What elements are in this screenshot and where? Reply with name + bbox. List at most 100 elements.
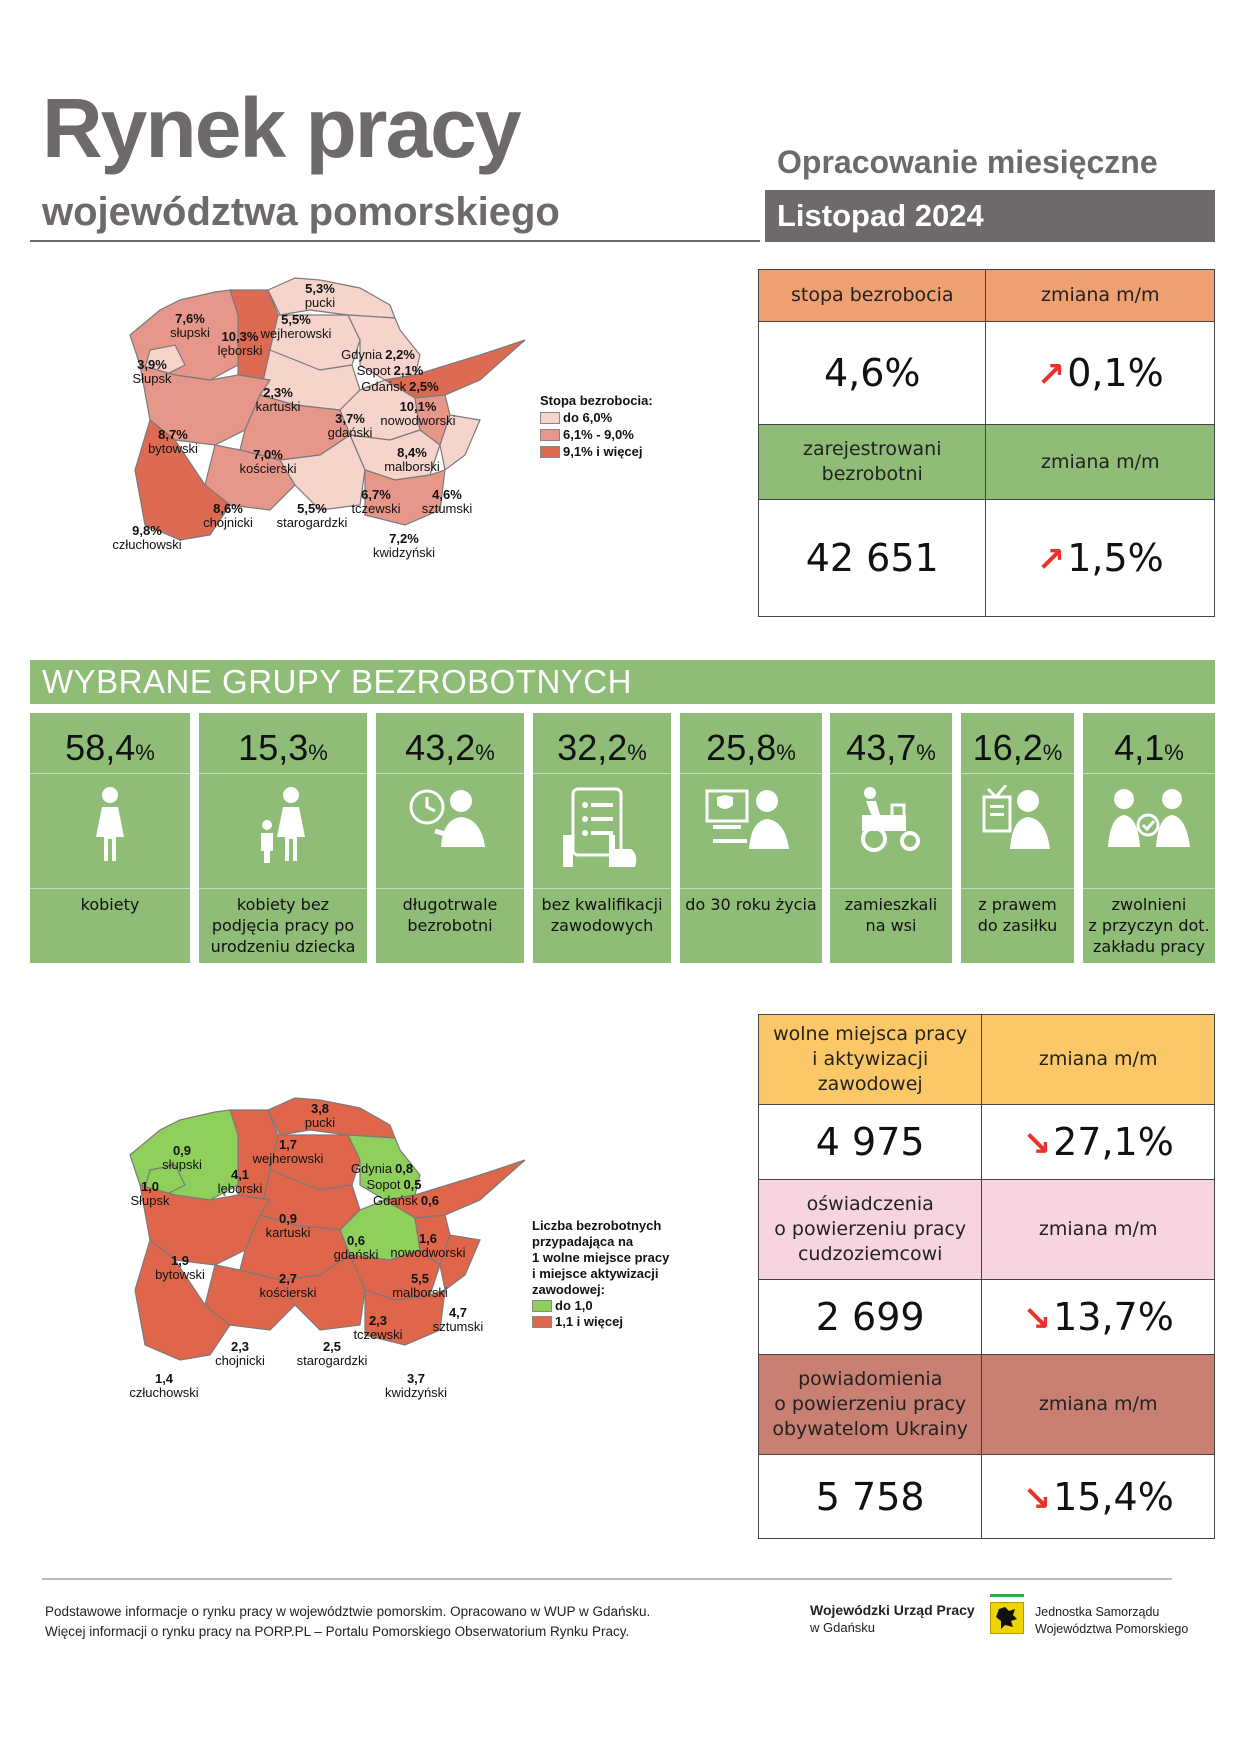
js-logo-name: Jednostka Samorządu Województwa Pomorski…	[1035, 1605, 1189, 1636]
map1-region-label: Sopot 2,1%	[357, 364, 424, 378]
unemployment-table: stopa bezrobocia zmiana m/m 4,6% ↗0,1% z…	[757, 269, 1215, 617]
region-name: Sopot	[366, 1177, 401, 1192]
map2-region-label: Gdynia 0,8	[351, 1162, 413, 1176]
map1-region-label: 5,3% pucki	[305, 282, 335, 310]
vacancies-header: wolne miejsca pracy i aktywizacji zawodo…	[757, 1014, 983, 1105]
region-name: Sopot	[356, 363, 391, 378]
notifications-change-header: zmiana m/m	[981, 1354, 1215, 1455]
group-label: do 30 roku życia	[685, 895, 817, 914]
region-value: 0,6	[346, 1233, 366, 1248]
region-name: chojnicki	[203, 515, 253, 530]
region-value: 3,8	[310, 1101, 330, 1116]
region-value: 5,5%	[281, 312, 311, 327]
map-region-kwidzynski	[364, 469, 446, 526]
region-name: bytowski	[155, 1267, 205, 1282]
region-name: kartuski	[255, 399, 301, 414]
region-name: kwidzyński	[372, 545, 436, 560]
group-card: 58,4% kobiety	[30, 713, 190, 963]
map2-region-label: Sopot 0,5	[366, 1178, 421, 1192]
map2-region-label: 0,6 gdański	[334, 1234, 379, 1262]
card-divider	[199, 888, 367, 889]
vacancies-table: wolne miejsca pracy i aktywizacji zawodo…	[757, 1014, 1215, 1539]
map1-region-label: 2,3% kartuski	[256, 386, 301, 414]
legend-label: 1,1 i więcej	[555, 1314, 623, 1329]
region-value: 8,6%	[213, 501, 243, 516]
region-name: Gdynia	[350, 1161, 393, 1176]
region-value: 2,5	[322, 1339, 342, 1354]
group-percentage: 32,2%	[557, 727, 647, 768]
region-value: 3,9%	[137, 357, 167, 372]
card-divider	[376, 773, 524, 774]
legend-label: do 6,0%	[563, 410, 613, 425]
card-divider	[30, 773, 190, 774]
group-percentage: 43,2%	[405, 727, 495, 768]
footer-divider	[42, 1578, 1172, 1580]
mother-child-icon	[199, 785, 367, 880]
region-name: pucki	[304, 295, 336, 310]
region-value: 1,6	[418, 1231, 438, 1246]
map2-region-pucki	[267, 1097, 396, 1139]
region-name: sztumski	[421, 501, 473, 516]
unemployment-rate-header: stopa bezrobocia	[757, 269, 987, 322]
tractor-icon	[830, 785, 952, 880]
group-percentage: 16,2%	[972, 727, 1063, 768]
clock-person-icon	[376, 785, 524, 880]
region-value: 2,3	[230, 1339, 250, 1354]
map2-region-label: 3,8 pucki	[305, 1102, 335, 1130]
arrow-up-icon: ↗	[1036, 355, 1066, 395]
region-value: 3,7	[406, 1371, 426, 1386]
woman-icon	[30, 785, 190, 880]
region-name: chojnicki	[215, 1353, 265, 1368]
region-value: 1,0	[140, 1179, 160, 1194]
card-divider	[680, 888, 822, 889]
unemployment-rate-change-header: zmiana m/m	[985, 269, 1215, 322]
title-divider	[30, 240, 760, 242]
group-card: 43,2% długotrwale bezrobotni	[376, 713, 524, 963]
group-label: kobiety bez podjęcia pracy po urodzeniu …	[210, 895, 356, 956]
map1-region-label: 4,6% sztumski	[422, 488, 473, 516]
benefit-document-icon	[961, 785, 1074, 880]
region-value: 2,1%	[393, 363, 424, 378]
period-label: Listopad 2024	[765, 190, 1215, 242]
map-region-slupsk	[144, 344, 186, 376]
region-value: 1,7	[278, 1137, 298, 1152]
region-value: 0,9	[278, 1211, 298, 1226]
map1-region-label: 10,1% nowodworski	[380, 400, 455, 428]
group-card: 15,3% kobiety bez podjęcia pracy po urodz…	[199, 713, 367, 963]
emblem-accent	[990, 1594, 1024, 1597]
legend-label: do 1,0	[555, 1298, 593, 1313]
group-label: kobiety	[80, 895, 140, 914]
region-name: człuchowski	[112, 537, 182, 552]
unemployment-rate-value: 4,6%	[757, 321, 987, 425]
card-divider	[376, 888, 524, 889]
wup-logo-sub: w Gdańsku	[810, 1620, 876, 1635]
map1-region-label: 7,0% kościerski	[239, 448, 296, 476]
map2-legend-title: Liczba bezrobotnych przypadająca na 1 wo…	[532, 1218, 670, 1297]
map1-region-label: 8,7% bytowski	[148, 428, 198, 456]
footer-logos: Wojewódzki Urząd Pracy w Gdańsku Jednost…	[780, 1590, 1200, 1650]
region-value: 4,7	[448, 1305, 468, 1320]
region-name: starogardzki	[276, 515, 348, 530]
footer-line-2: Więcej informacji o rynku pracy na PORP.…	[45, 1624, 630, 1639]
map2-region-label: 1,4 człuchowski	[129, 1372, 198, 1400]
declarations-change: ↘13,7%	[981, 1279, 1215, 1355]
map2-region-label: 5,5 malborski	[392, 1272, 448, 1300]
legend-swatch	[540, 411, 560, 424]
map2-region-starogardzki	[279, 1254, 366, 1331]
region-name: malborski	[392, 1285, 448, 1300]
legend-swatch	[540, 445, 560, 458]
map2-region-label: 0,9 kartuski	[266, 1212, 311, 1240]
group-label: zamieszkali na wsi	[844, 895, 938, 935]
region-name: tczewski	[351, 501, 401, 516]
region-value: 0,5	[403, 1177, 422, 1192]
region-name: wejherowski	[260, 326, 332, 341]
card-divider	[961, 888, 1074, 889]
map2-region-label: Gdańsk 0,6	[373, 1194, 439, 1208]
groups-banner: WYBRANE GRUPY BEZROBOTNYCH	[30, 660, 1215, 704]
region-name: człuchowski	[129, 1385, 199, 1400]
region-value: 2,7	[278, 1271, 298, 1286]
card-divider	[533, 888, 671, 889]
group-percentage: 43,7%	[846, 727, 936, 768]
dismissal-icon	[1083, 785, 1215, 880]
map1-region-label: 8,6% chojnicki	[203, 502, 253, 530]
